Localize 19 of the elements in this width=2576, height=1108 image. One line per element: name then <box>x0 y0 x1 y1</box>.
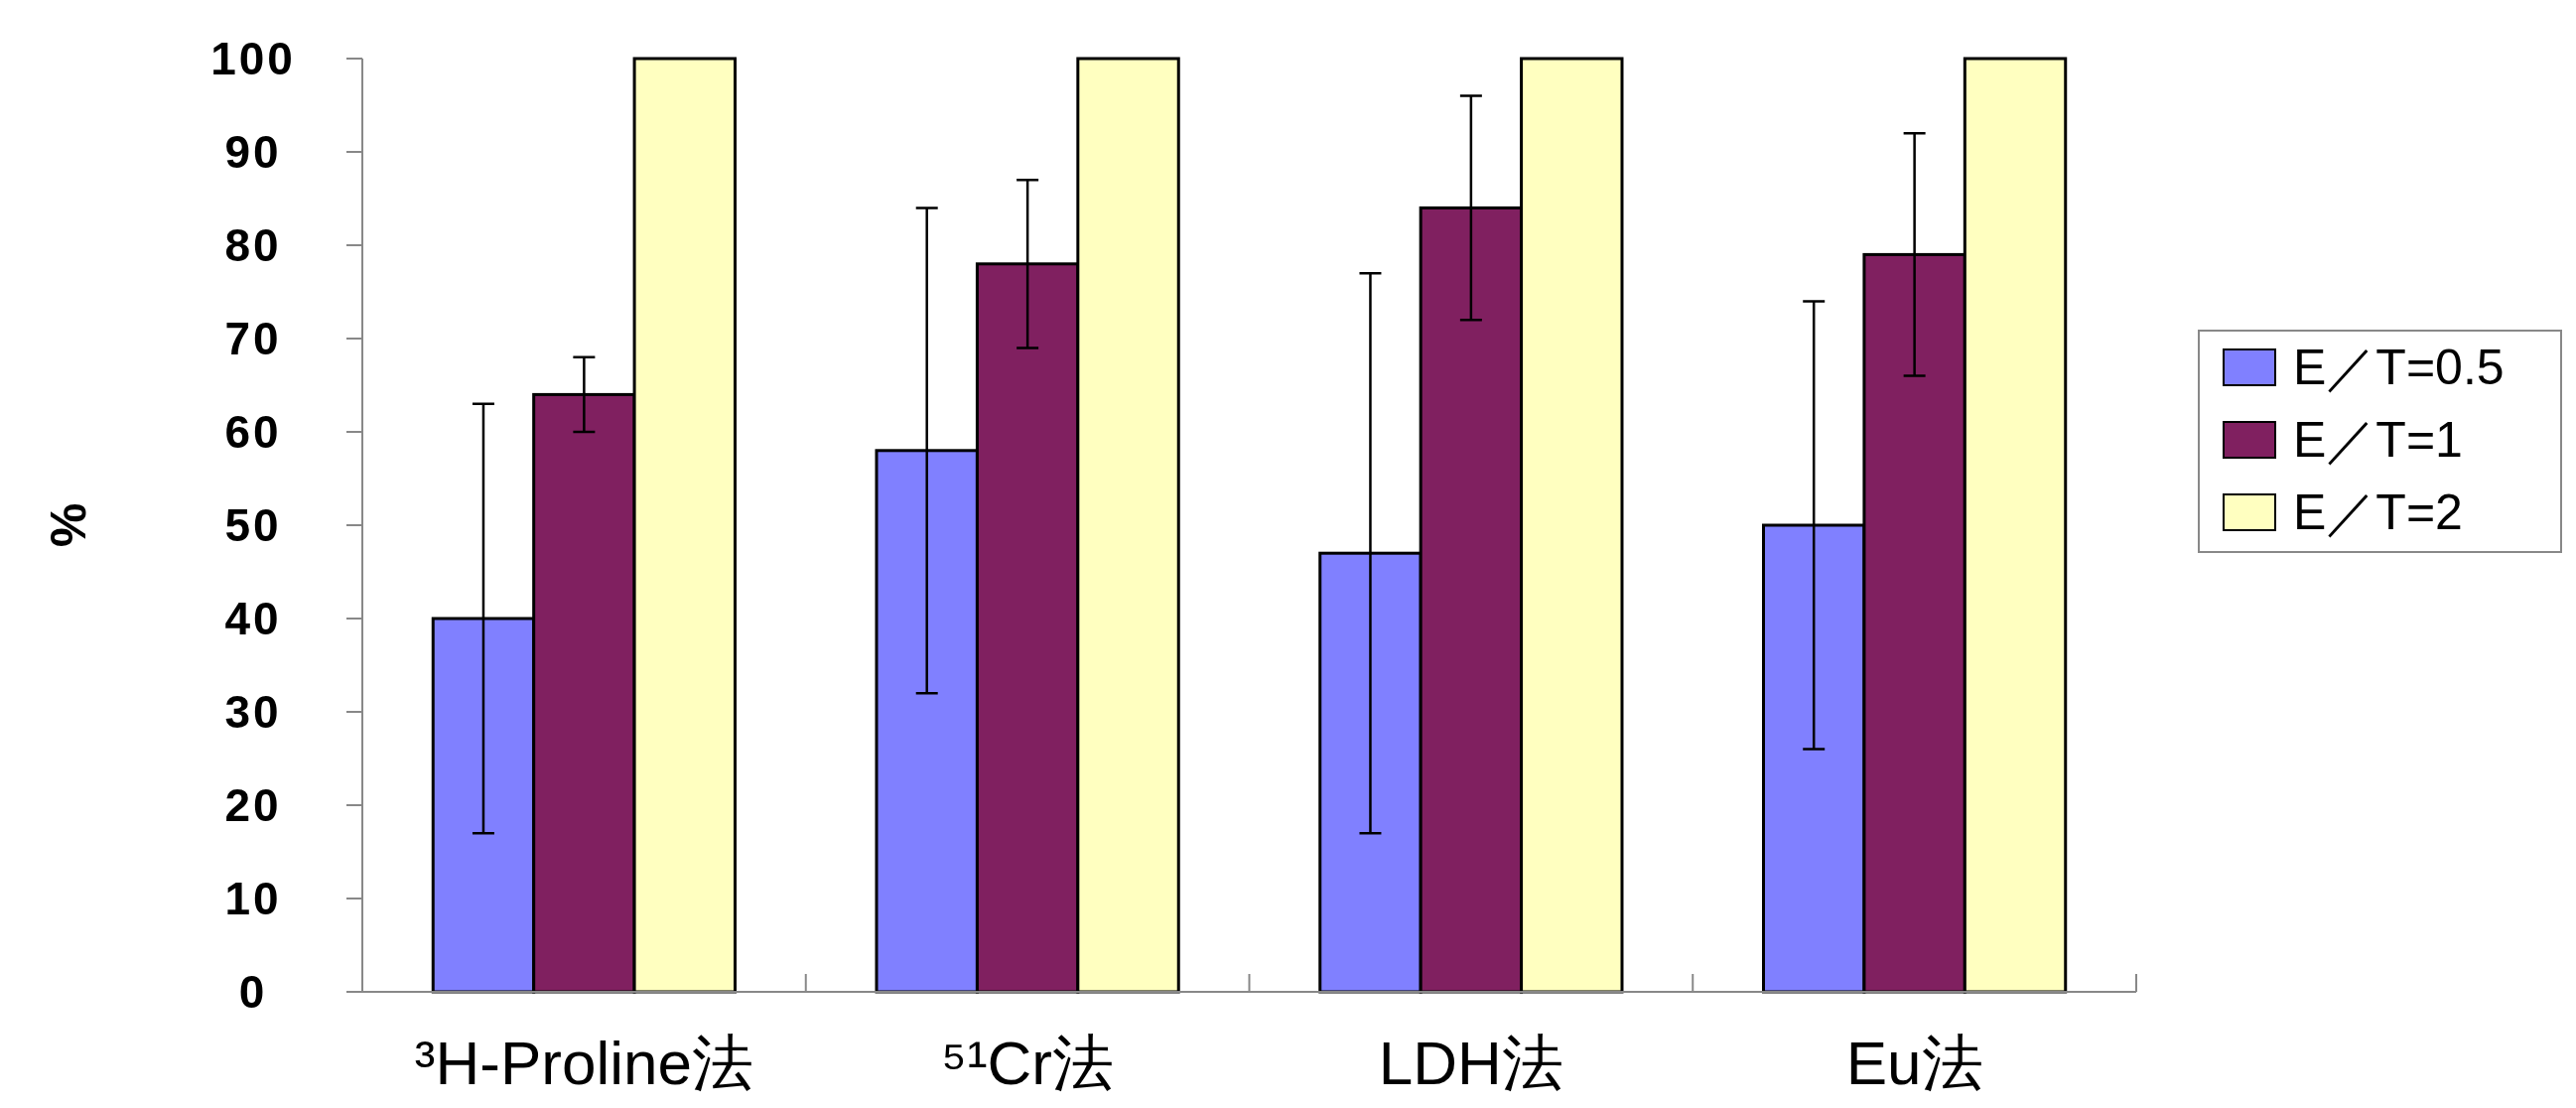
y-tick-label: 0 <box>238 966 268 1018</box>
y-tick-label: 80 <box>224 219 282 271</box>
y-tick-label: 100 <box>210 33 296 84</box>
legend-label: E／T=2 <box>2293 485 2463 540</box>
y-tick-label: 60 <box>224 406 282 458</box>
y-tick-label: 20 <box>224 779 282 831</box>
legend-label: E／T=1 <box>2293 412 2463 468</box>
y-tick-label: 10 <box>224 873 282 924</box>
y-tick-label: 40 <box>224 593 282 644</box>
y-tick-label: 30 <box>224 686 282 738</box>
y-tick-label: 70 <box>224 313 282 364</box>
y-tick-label: 50 <box>224 499 282 551</box>
x-tick-label: Eu法 <box>1845 1029 1983 1097</box>
x-tick-label: LDH法 <box>1378 1029 1563 1097</box>
x-tick-label: ³H-Proline法 <box>414 1029 753 1097</box>
x-tick-label: ⁵¹Cr法 <box>941 1029 1115 1097</box>
y-axis-title: % <box>40 502 95 548</box>
legend-label: E／T=0.5 <box>2293 340 2505 395</box>
y-tick-label: 90 <box>224 126 282 178</box>
